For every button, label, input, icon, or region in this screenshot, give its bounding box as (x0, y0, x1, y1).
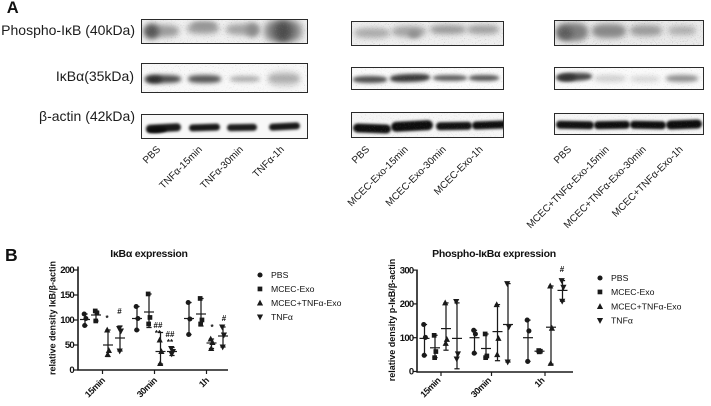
svg-text:relative density IκB/β-actin: relative density IκB/β-actin (48, 261, 58, 375)
svg-text:**: ** (155, 329, 162, 338)
svg-text:200: 200 (400, 299, 414, 310)
svg-text:**: ** (167, 338, 174, 347)
svg-text:MCEC+TNFα-Exo: MCEC+TNFα-Exo (271, 298, 342, 308)
svg-text:PBS: PBS (271, 270, 289, 280)
svg-text:##: ## (154, 321, 163, 330)
svg-text:*: * (105, 314, 109, 323)
svg-text:#: # (222, 314, 227, 323)
svg-text:30min: 30min (469, 375, 493, 399)
svg-text:relative density p-IκB/β-actin: relative density p-IκB/β-actin (387, 259, 397, 382)
svg-text:#: # (117, 307, 122, 316)
svg-text:Phospho-IκBα expression: Phospho-IκBα expression (432, 248, 556, 260)
svg-text:MCEC+TNFα-Exo: MCEC+TNFα-Exo (611, 302, 682, 312)
svg-text:300: 300 (400, 265, 414, 276)
svg-text:1h: 1h (197, 375, 211, 389)
svg-text:IκBα expression: IκBα expression (110, 248, 187, 260)
svg-text:0: 0 (409, 367, 414, 378)
svg-text:100: 100 (60, 315, 74, 326)
svg-text:##: ## (166, 330, 175, 339)
svg-text:*: * (210, 323, 214, 332)
svg-text:200: 200 (60, 265, 74, 276)
svg-text:#: # (560, 265, 565, 274)
svg-text:MCEC-Exo: MCEC-Exo (611, 287, 655, 297)
svg-text:100: 100 (400, 333, 414, 344)
svg-text:150: 150 (60, 290, 74, 301)
svg-text:0: 0 (69, 365, 74, 376)
svg-text:1h: 1h (532, 375, 546, 389)
svg-text:50: 50 (65, 340, 75, 351)
svg-text:TNFα: TNFα (611, 316, 633, 326)
svg-text:TNFα: TNFα (271, 312, 293, 322)
svg-text:MCEC-Exo: MCEC-Exo (271, 284, 315, 294)
svg-text:15min: 15min (418, 375, 442, 399)
svg-text:30min: 30min (135, 375, 159, 399)
svg-text:15min: 15min (83, 375, 107, 399)
svg-text:PBS: PBS (611, 273, 629, 283)
